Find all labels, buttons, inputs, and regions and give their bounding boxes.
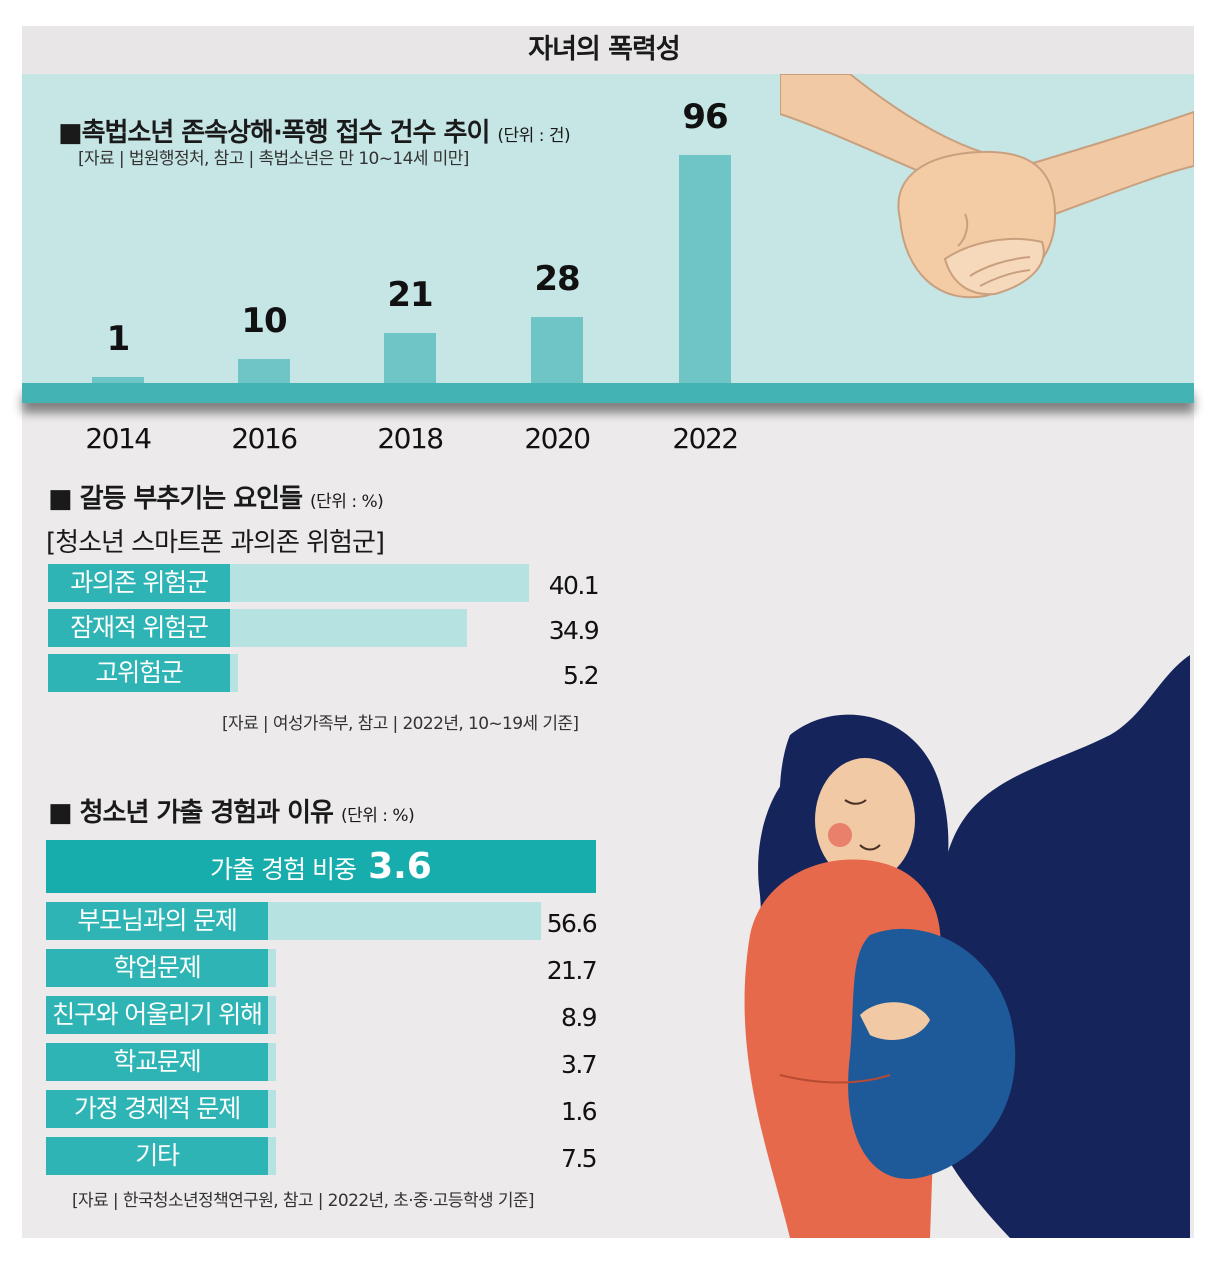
runaway-rate-label: 가출 경험 비중 [210, 855, 357, 884]
section2-unit: (단위 : %) [310, 492, 384, 512]
value-label-2014: 1 [106, 319, 131, 359]
risk-value: 5.2 [563, 661, 600, 690]
reason-value: 1.6 [561, 1097, 598, 1126]
reason-label: 부모님과의 문제 [46, 902, 268, 940]
risk-label: 잠재적 위험군 [48, 609, 230, 647]
section1-source: [자료 | 법원행정처, 참고 | 촉법소년은 만 10~14세 미만] [78, 149, 469, 169]
x-tick-2020: 2020 [524, 422, 591, 455]
reason-label: 가정 경제적 문제 [46, 1090, 268, 1128]
x-tick-2022: 2022 [672, 422, 739, 455]
risk-value: 40.1 [548, 571, 600, 600]
reason-label: 학업문제 [46, 949, 268, 987]
reason-row: 학업문제 21.7 [46, 949, 606, 987]
reason-row: 가정 경제적 문제 1.6 [46, 1090, 606, 1128]
reason-value: 7.5 [561, 1144, 598, 1173]
reason-row: 부모님과의 문제 56.6 [46, 902, 606, 940]
section2-source: [자료 | 여성가족부, 참고 | 2022년, 10~19세 기준] [222, 714, 579, 734]
holding-hands-icon [780, 74, 1194, 299]
risk-row: 잠재적 위험군 34.9 [48, 609, 608, 647]
runaway-rate-header: 가출 경험 비중 3.6 [46, 840, 596, 893]
page-title: 자녀의 폭력성 [528, 34, 680, 65]
bar-2014 [92, 377, 144, 383]
section1-title-text: ■촉법소년 존속상해·폭행 접수 건수 추이 [58, 118, 490, 148]
risk-value: 34.9 [548, 616, 600, 645]
risk-row: 고위험군 5.2 [48, 654, 608, 692]
reason-value: 3.7 [561, 1050, 598, 1079]
reason-value: 8.9 [561, 1003, 598, 1032]
value-label-2016: 10 [241, 301, 287, 342]
bar-2020 [531, 316, 583, 383]
section2-title: ■ 갈등 부추기는 요인들 (단위 : %) [48, 478, 384, 515]
chart-baseline [22, 383, 1194, 403]
section2-subtitle: [청소년 스마트폰 과의존 위험군] [46, 528, 385, 558]
mother-hugging-child-icon [744, 655, 1190, 1238]
reason-value: 56.6 [546, 909, 598, 938]
reason-row: 학교문제 3.7 [46, 1043, 606, 1081]
x-tick-2016: 2016 [231, 422, 298, 455]
reason-row: 친구와 어울리기 위해 8.9 [46, 996, 606, 1034]
risk-label: 과의존 위험군 [48, 564, 230, 602]
bar-2018 [384, 333, 436, 383]
x-tick-2018: 2018 [377, 422, 444, 455]
section2-title-text: ■ 갈등 부추기는 요인들 [48, 484, 303, 514]
value-label-2020: 28 [534, 258, 580, 299]
reason-label: 기타 [46, 1137, 268, 1175]
section3-unit: (단위 : %) [340, 806, 415, 826]
title-strip [22, 26, 1194, 74]
section3-source: [자료 | 한국청소년정책연구원, 참고 | 2022년, 초·중·고등학생 기… [72, 1191, 535, 1211]
section1-title: ■촉법소년 존속상해·폭행 접수 건수 추이 (단위 : 건) [58, 112, 571, 149]
reason-value: 21.7 [546, 956, 598, 985]
risk-label: 고위험군 [48, 654, 230, 692]
runaway-rate-value: 3.6 [368, 846, 432, 887]
value-label-2018: 21 [387, 275, 433, 316]
reason-row: 기타 7.5 [46, 1137, 606, 1175]
bar-2016 [238, 359, 290, 383]
bar-2022 [679, 155, 731, 383]
section1-unit: (단위 : 건) [497, 126, 571, 146]
reason-label: 친구와 어울리기 위해 [46, 996, 268, 1034]
section3-title-text: ■ 청소년 가출 경험과 이유 [48, 798, 334, 828]
section3-title: ■ 청소년 가출 경험과 이유 (단위 : %) [48, 792, 415, 829]
risk-row: 과의존 위험군 40.1 [48, 564, 608, 602]
value-label-2022: 96 [682, 97, 728, 137]
x-tick-2014: 2014 [85, 422, 152, 455]
reason-label: 학교문제 [46, 1043, 268, 1081]
